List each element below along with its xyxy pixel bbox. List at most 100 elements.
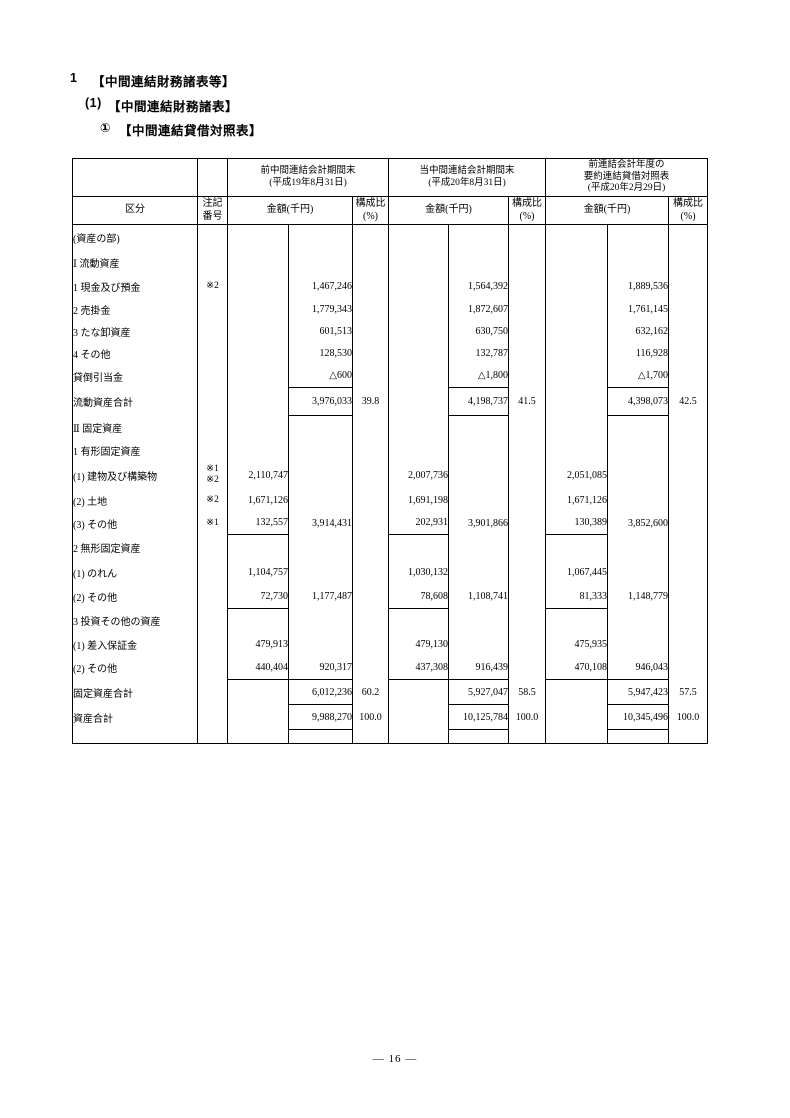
amount-sub-cell: 1,671,126	[545, 488, 608, 512]
ratio-cell	[668, 415, 708, 440]
note-cell	[197, 298, 228, 321]
ratio-cell: 100.0	[351, 704, 389, 730]
amount-total-cell	[607, 608, 669, 633]
row-label: Ⅰ 流動資産	[73, 259, 120, 270]
ratio-cell	[508, 511, 546, 535]
amount-total-cell: 916,439	[448, 655, 509, 680]
amount-total-cell: 4,398,073	[607, 387, 669, 416]
note-cell	[197, 387, 228, 416]
amount-sub-cell	[227, 415, 289, 440]
ratio-cell	[508, 439, 546, 462]
table-row: 3 投資その他の資産	[73, 608, 708, 633]
amount-total-cell: △1,700	[607, 364, 669, 388]
amount-sub-cell: 1,671,126	[227, 488, 289, 512]
note-cell	[197, 704, 228, 730]
amount-total-cell	[288, 224, 353, 251]
amount-total-cell: 132,787	[448, 342, 509, 365]
ratio-cell	[351, 632, 389, 656]
ratio-cell	[351, 298, 389, 321]
ratio-cell	[508, 364, 546, 388]
amount-sub-cell: 1,104,757	[227, 559, 289, 585]
note-cell	[197, 224, 228, 251]
amount-total-cell: 632,162	[607, 320, 669, 343]
ratio-cell	[668, 250, 708, 275]
amount-total-cell: 4,198,737	[448, 387, 509, 416]
row-label: (2) その他	[73, 593, 118, 604]
amount-sub-cell	[545, 364, 608, 388]
amount-sub-cell	[545, 387, 608, 416]
ratio-cell: 57.5	[668, 679, 708, 705]
header-note-number: 注記 番号	[197, 196, 228, 225]
table-row: 1 有形固定資産	[73, 439, 708, 462]
ratio-cell	[668, 298, 708, 321]
header-ratio-2: 構成比 (%)	[508, 196, 546, 225]
amount-total-cell: 3,914,431	[288, 511, 353, 535]
ratio-cell	[668, 534, 708, 560]
amount-total-cell	[288, 461, 353, 489]
amount-sub-cell: 437,308	[388, 655, 449, 680]
note-cell	[197, 559, 228, 585]
amount-sub-cell: 72,730	[227, 584, 289, 609]
header-period-prior-fiscal-year: 前連結会計年度の 要約連結貸借対照表 (平成20年2月29日)	[545, 158, 708, 197]
ratio-cell	[668, 655, 708, 680]
table-row: 固定資産合計 6,012,236 60.2 5,927,047 58.5 5,947,42…	[73, 679, 708, 705]
amount-sub-cell	[545, 415, 608, 440]
amount-total-cell: 1,761,145	[607, 298, 669, 321]
row-label: (1) 差入保証金	[73, 640, 138, 652]
row-label: (2) その他	[73, 664, 118, 675]
amount-sub-cell	[388, 274, 449, 299]
amount-sub-cell	[545, 342, 608, 365]
amount-sub-cell	[227, 608, 289, 633]
table-row	[73, 729, 708, 744]
ratio-cell	[351, 439, 389, 462]
amount-sub-cell	[545, 534, 608, 560]
row-label: 貸倒引当金	[73, 372, 123, 384]
amount-total-cell	[448, 439, 509, 462]
ratio-cell	[508, 224, 546, 251]
ratio-cell: 42.5	[668, 387, 708, 416]
row-label: (3) その他	[73, 519, 118, 531]
amount-total-cell	[607, 439, 669, 462]
amount-sub-cell	[227, 250, 289, 275]
amount-total-cell: 10,345,496	[607, 704, 669, 730]
heading3-title: 【中間連結貸借対照表】	[119, 124, 263, 138]
note-cell	[197, 342, 228, 365]
row-label: 2 売掛金	[73, 306, 111, 317]
heading3-number: ①	[100, 121, 112, 135]
ratio-cell	[351, 342, 389, 365]
ratio-cell	[508, 461, 546, 489]
ratio-cell	[668, 729, 708, 744]
amount-sub-cell: 132,557	[227, 511, 289, 535]
amount-sub-cell: 1,067,445	[545, 559, 608, 585]
table-row: (2) その他 440,404 920,317 437,308 916,439 470,1…	[73, 655, 708, 680]
heading2-number: (1)	[85, 96, 102, 110]
row-label: (1) 建物及び構築物	[73, 471, 158, 483]
table-row: 1 現金及び預金 ※2 1,467,246 1,564,392 1,889,536	[73, 274, 708, 299]
amount-total-cell: 1,108,741	[448, 584, 509, 609]
ratio-cell: 58.5	[508, 679, 546, 705]
amount-sub-cell	[545, 729, 608, 744]
amount-sub-cell	[388, 415, 449, 440]
row-label: 1 有形固定資産	[73, 447, 141, 458]
ratio-cell	[668, 488, 708, 512]
amount-total-cell	[607, 250, 669, 275]
note-cell: ※2	[197, 488, 228, 512]
amount-sub-cell: 475,935	[545, 632, 608, 656]
amount-total-cell	[448, 415, 509, 440]
amount-sub-cell	[545, 608, 608, 633]
ratio-cell	[351, 274, 389, 299]
ratio-cell: 39.8	[351, 387, 389, 416]
table-row: (2) その他 72,730 1,177,487 78,608 1,108,741 81,…	[73, 584, 708, 609]
table-row: (1) 建物及び構築物 ※1 ※2 2,110,747 2,007,736 2,051,…	[73, 461, 708, 489]
note-cell	[197, 250, 228, 275]
amount-sub-cell: 202,931	[388, 511, 449, 535]
note-cell	[197, 364, 228, 388]
amount-sub-cell: 1,691,198	[388, 488, 449, 512]
amount-sub-cell	[545, 250, 608, 275]
ratio-cell	[508, 320, 546, 343]
amount-sub-cell	[388, 298, 449, 321]
table-row: 4 その他 128,530 132,787 116,928	[73, 342, 708, 365]
ratio-cell	[668, 320, 708, 343]
ratio-cell: 100.0	[508, 704, 546, 730]
amount-sub-cell	[388, 250, 449, 275]
